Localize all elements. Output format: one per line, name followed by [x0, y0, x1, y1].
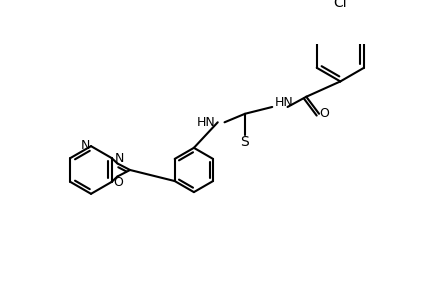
Text: Cl: Cl: [334, 0, 347, 10]
Text: O: O: [319, 107, 329, 120]
Text: N: N: [80, 139, 90, 152]
Text: O: O: [113, 176, 123, 189]
Text: HN: HN: [196, 116, 215, 129]
Text: HN: HN: [275, 96, 293, 109]
Text: N: N: [115, 152, 124, 165]
Text: S: S: [240, 135, 249, 149]
